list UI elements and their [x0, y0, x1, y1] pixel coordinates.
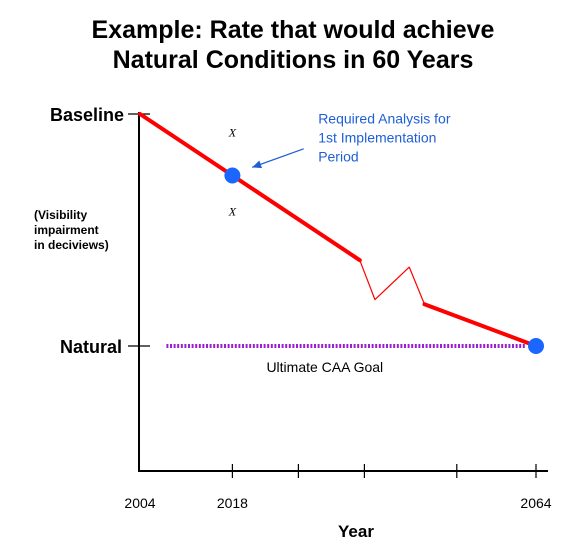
data-point: [528, 338, 544, 354]
x-tick-label: 2004: [124, 495, 155, 511]
series-line-segment: [359, 259, 426, 305]
ylabel-line-2: impairment: [34, 223, 99, 237]
annotation-arrow-line: [251, 148, 304, 168]
x-mark-text: X: [228, 126, 237, 140]
series-line-segment: [422, 302, 538, 348]
x-axis-label: Year: [338, 522, 374, 541]
y-level-baseline: Baseline: [50, 105, 124, 125]
series-line-segment: [138, 112, 362, 263]
chart-title-line-2: Natural Conditions in 60 Years: [113, 46, 474, 74]
x-tick-label: 2018: [217, 495, 248, 511]
annotation-arrow-head: [252, 160, 263, 169]
goal-line-label: Ultimate CAA Goal: [266, 359, 383, 375]
ylabel-line-1: (Visibility: [34, 208, 87, 222]
x-tick-label: 2064: [520, 495, 551, 511]
annotation-text-line: 1st Implementation: [318, 130, 436, 146]
annotation-text-line: Required Analysis for: [318, 111, 451, 127]
data-point: [224, 167, 241, 184]
annotation-text-line: Period: [318, 149, 358, 165]
ylabel-line-3: in deciviews): [34, 238, 109, 252]
y-level-natural: Natural: [60, 337, 122, 357]
chart-title-line-1: Example: Rate that would achieve: [92, 16, 495, 44]
x-mark-text: X: [228, 204, 237, 218]
